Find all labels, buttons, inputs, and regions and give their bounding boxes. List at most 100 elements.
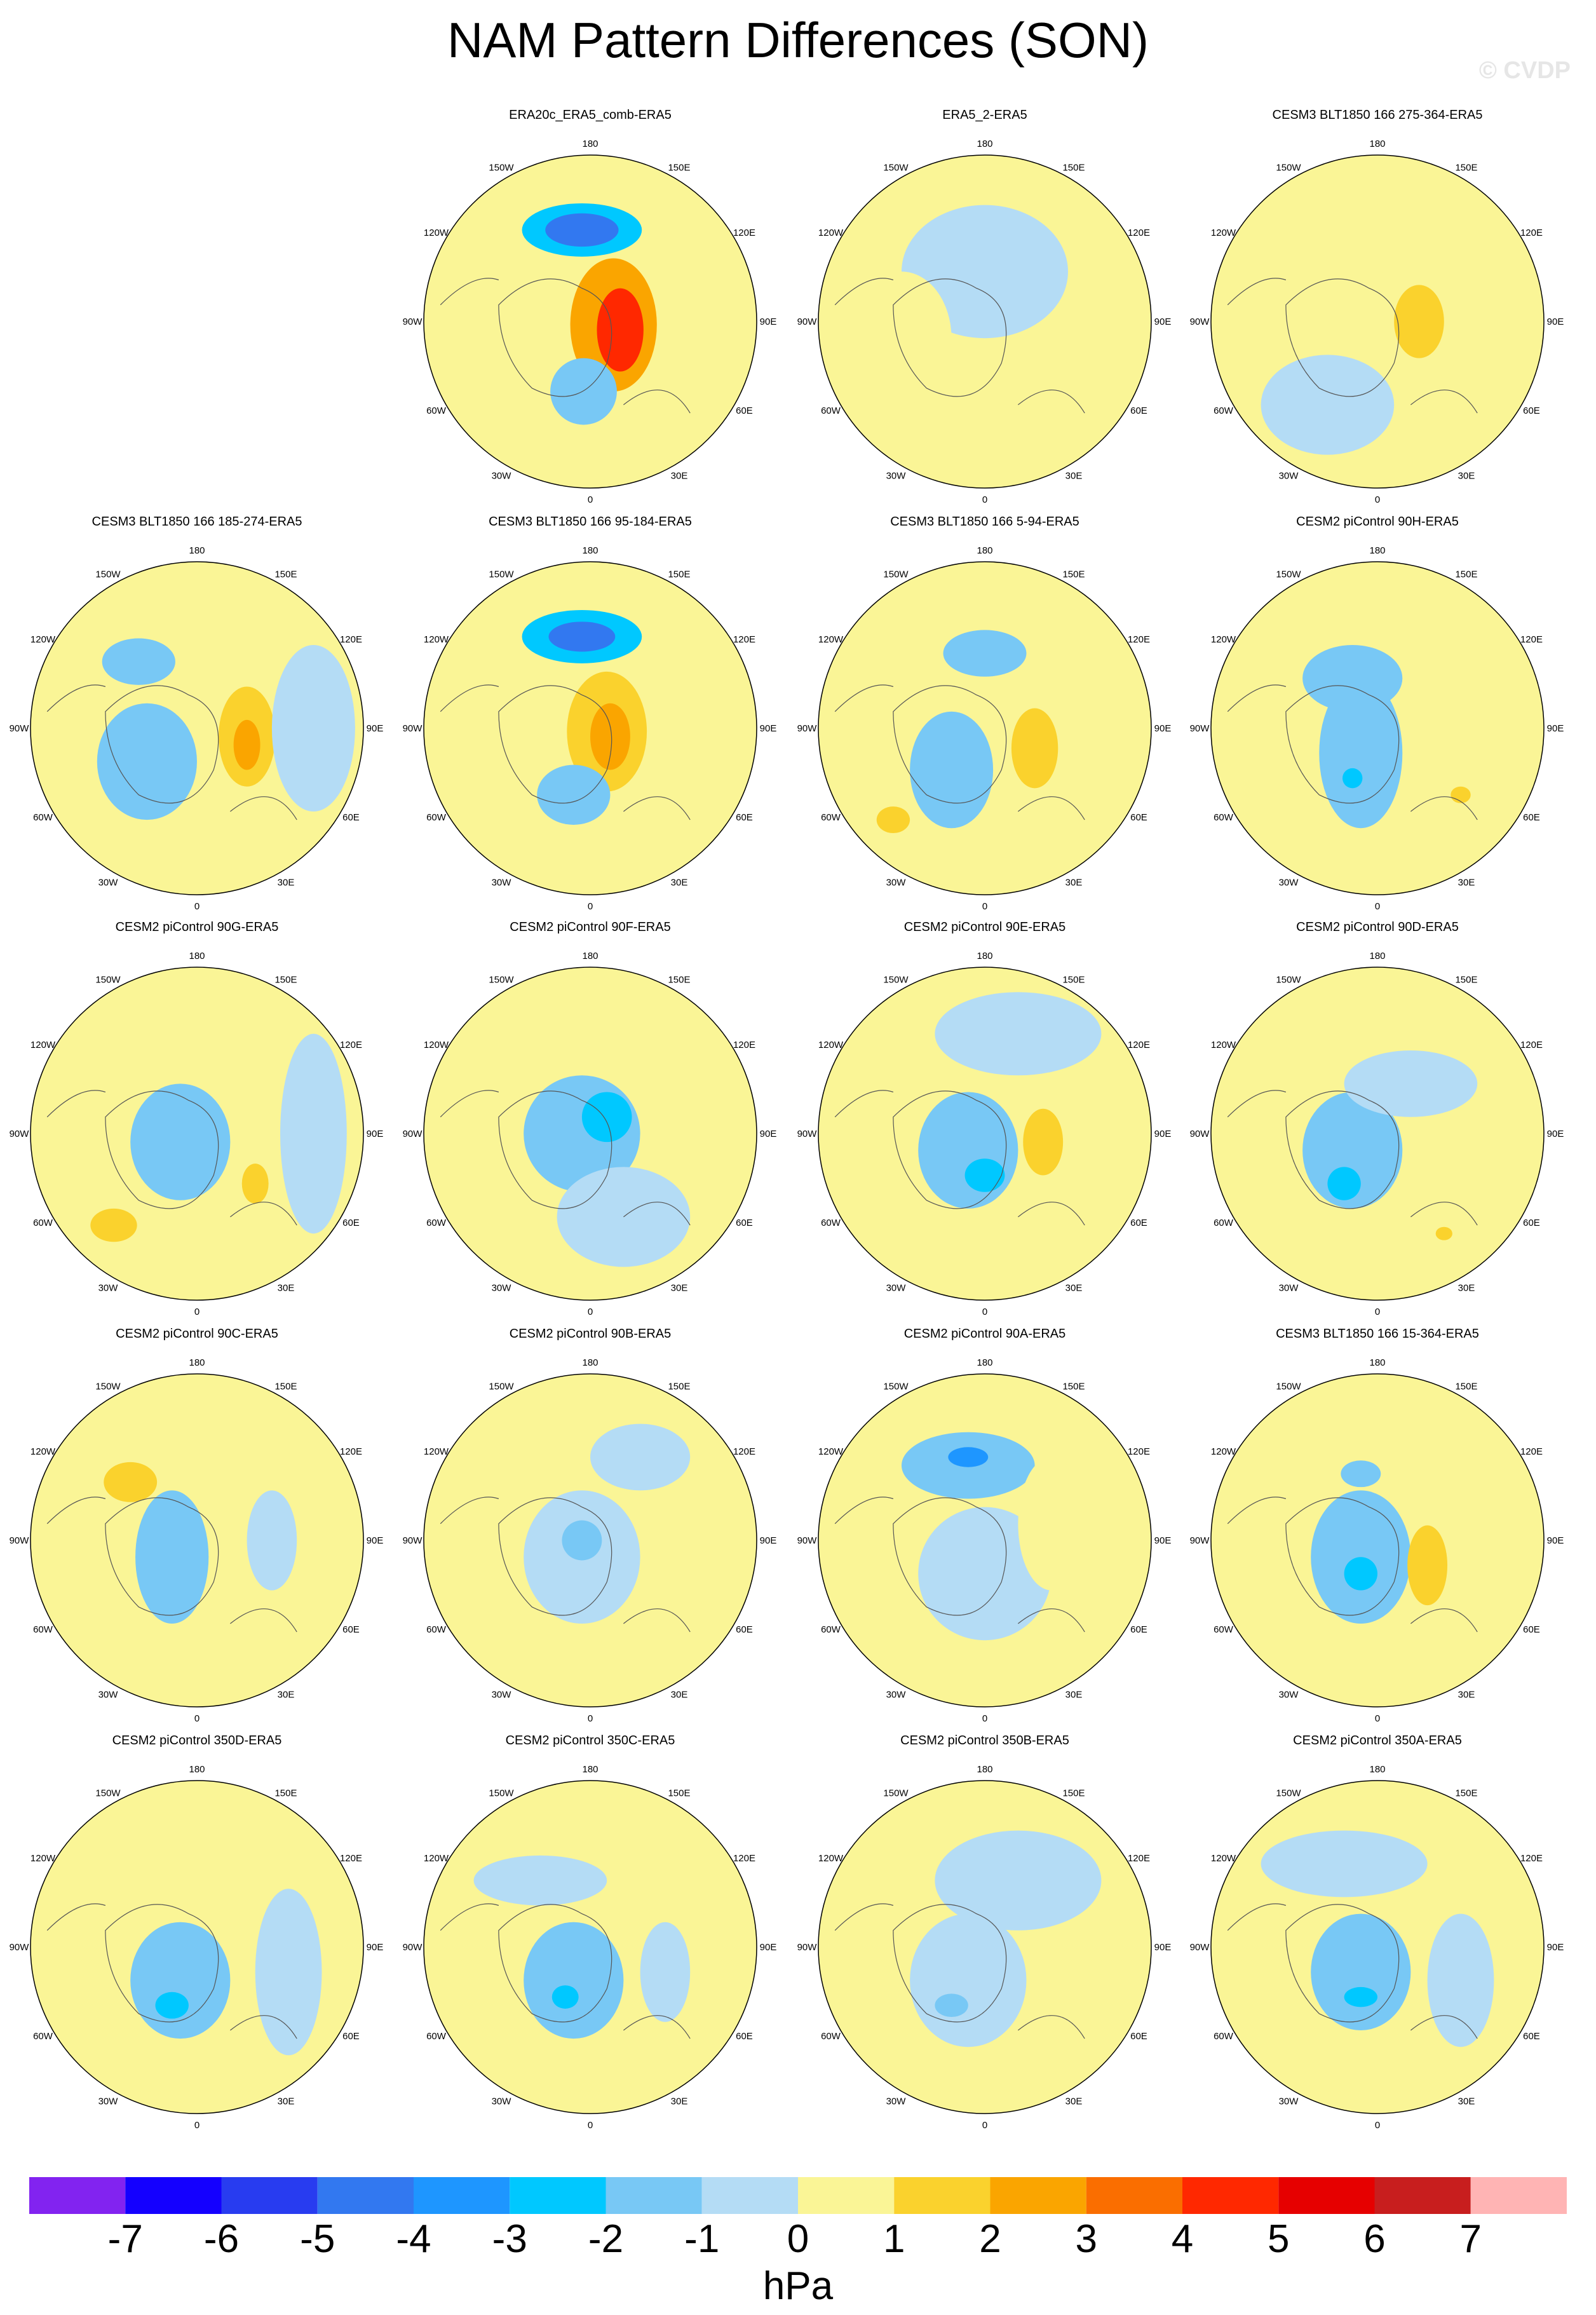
longitude-label: 90E xyxy=(1154,723,1172,734)
longitude-label: 120W xyxy=(424,634,449,645)
longitude-label: 90W xyxy=(1190,1535,1210,1546)
colorbar-tick-label: -7 xyxy=(107,2217,143,2261)
anomaly-contour xyxy=(1261,355,1395,455)
longitude-label: 90W xyxy=(403,1129,423,1139)
longitude-label: 150E xyxy=(1062,1788,1085,1799)
longitude-label: 150E xyxy=(1062,975,1085,986)
longitude-label: 90E xyxy=(1547,1942,1564,1953)
anomaly-contour xyxy=(851,271,952,405)
colorbar-tick-label: -5 xyxy=(300,2217,335,2261)
map-border xyxy=(30,1780,364,2114)
polar-map: 180 150E 120E 90E 60E 30E 0 30W 60W 90W 120W 150W xyxy=(403,139,777,505)
longitude-label: 120E xyxy=(340,1040,362,1050)
longitude-label: 90E xyxy=(1547,1129,1564,1139)
longitude-label: 60W xyxy=(821,1218,841,1228)
longitude-label: 0 xyxy=(1375,2120,1380,2131)
longitude-label: 90W xyxy=(403,723,423,734)
longitude-label: 180 xyxy=(189,1764,205,1775)
longitude-label: 120W xyxy=(30,1040,56,1050)
colorbar-boxes xyxy=(29,2177,1567,2214)
longitude-label: 30E xyxy=(671,1282,688,1293)
polar-map: 180 150E 120E 90E 60E 30E 0 30W 60W 90W 120W 150W xyxy=(403,951,777,1317)
map-border xyxy=(30,967,364,1301)
coastline xyxy=(1227,684,1478,820)
panel-title: CESM2 piControl 90B-ERA5 xyxy=(509,1327,672,1341)
longitude-label: 180 xyxy=(1369,951,1385,961)
longitude-label: 30E xyxy=(671,877,688,888)
anomaly-contour xyxy=(1302,1092,1403,1209)
longitude-label: 60E xyxy=(736,1624,753,1635)
colorbar-tick-label: -3 xyxy=(492,2217,527,2261)
coastline xyxy=(46,684,297,820)
map-border xyxy=(1210,1373,1545,1707)
longitude-label: 30W xyxy=(886,1282,907,1293)
anomaly-contour xyxy=(1342,768,1363,789)
polar-map: 180 150E 120E 90E 60E 30E 0 30W 60W 90W 120W 150W xyxy=(1190,1357,1564,1724)
longitude-label: 30E xyxy=(278,1689,295,1700)
longitude-label: 30W xyxy=(98,1689,119,1700)
polar-map: 180 150E 120E 90E 60E 30E 0 30W 60W 90W 120W 150W xyxy=(10,1357,384,1724)
coastline xyxy=(440,1903,691,2039)
panel-title: CESM2 piControl 90A-ERA5 xyxy=(903,1327,1066,1341)
longitude-label: 30E xyxy=(278,1282,295,1293)
longitude-label: 120W xyxy=(1211,227,1236,238)
longitude-label: 120W xyxy=(30,1853,56,1864)
map-panel: CESM2 piControl 350D-ERA5 180 150E 120E 90E 6… xyxy=(0,1734,394,2140)
coastline xyxy=(1227,278,1478,414)
longitude-label: 30W xyxy=(886,1689,907,1700)
longitude-label: 150W xyxy=(489,1382,514,1392)
longitude-label: 150E xyxy=(1455,975,1477,986)
longitude-label: 30W xyxy=(1279,1689,1299,1700)
anomaly-contour xyxy=(1023,1108,1064,1176)
longitude-label: 0 xyxy=(1375,494,1380,505)
longitude-label: 120E xyxy=(340,1446,362,1457)
colorbar-tick-label: 5 xyxy=(1268,2217,1290,2261)
longitude-label: 150E xyxy=(1455,569,1477,580)
anomaly-contour xyxy=(1261,1830,1428,1897)
colorbar xyxy=(29,2177,1567,2214)
longitude-label: 120W xyxy=(30,634,56,645)
longitude-label: 120W xyxy=(1211,1853,1236,1864)
longitude-label: 180 xyxy=(189,951,205,961)
longitude-label: 120E xyxy=(340,634,362,645)
anomaly-contour xyxy=(548,621,616,652)
colorbar-box xyxy=(510,2177,606,2214)
longitude-label: 90E xyxy=(367,1535,384,1546)
longitude-label: 60E xyxy=(342,812,360,823)
longitude-label: 120W xyxy=(424,1853,449,1864)
anomaly-contour xyxy=(104,1462,158,1502)
colorbar-labels: -7 -6 -5 -4 -3 -2 -1 0 1 2 3 4 5 6 7 xyxy=(29,2217,1567,2267)
longitude-label: 60E xyxy=(736,1218,753,1228)
longitude-label: 150E xyxy=(1455,163,1477,173)
longitude-label: 180 xyxy=(977,951,992,961)
coastline xyxy=(834,1903,1085,2039)
longitude-label: 120W xyxy=(30,1446,56,1457)
longitude-label: 30E xyxy=(278,877,295,888)
anomaly-contour xyxy=(918,1092,1018,1209)
panel-title: CESM3 BLT1850 166 185-274-ERA5 xyxy=(91,515,302,529)
longitude-label: 90E xyxy=(1154,316,1172,327)
longitude-label: 0 xyxy=(982,494,987,505)
longitude-label: 90E xyxy=(760,1942,777,1953)
longitude-label: 60E xyxy=(1523,405,1540,416)
longitude-label: 90W xyxy=(1190,1942,1210,1953)
longitude-label: 90E xyxy=(1547,316,1564,327)
longitude-label: 90W xyxy=(797,723,818,734)
longitude-label: 30W xyxy=(886,877,907,888)
map-panel: CESM2 piControl 350C-ERA5 180 150E 120E 90E 6… xyxy=(393,1734,787,2140)
map-panel: ERA5_2-ERA5 180 150E 120E 90E 60E 30E 0 30W 60W 90… xyxy=(788,108,1182,515)
anomaly-contour xyxy=(1344,1986,1377,2007)
panel-title: CESM3 BLT1850 166 15-364-ERA5 xyxy=(1276,1327,1479,1341)
polar-map: 180 150E 120E 90E 60E 30E 0 30W 60W 90W 120W 150W xyxy=(10,1764,384,2131)
longitude-label: 120W xyxy=(424,1040,449,1050)
anomaly-contour xyxy=(590,703,630,770)
map-panel: CESM2 piControl 350A-ERA5 180 150E 120E 90E 6… xyxy=(1180,1734,1574,2140)
anomaly-contour xyxy=(130,1922,231,2039)
colorbar-tick-label: 7 xyxy=(1459,2217,1482,2261)
polar-map: 180 150E 120E 90E 60E 30E 0 30W 60W 90W 120W 150W xyxy=(10,951,384,1317)
map-border xyxy=(1210,561,1545,895)
coastline xyxy=(440,1497,691,1633)
longitude-label: 30W xyxy=(492,2096,512,2107)
longitude-label: 90E xyxy=(367,1942,384,1953)
longitude-label: 150W xyxy=(1276,1382,1301,1392)
